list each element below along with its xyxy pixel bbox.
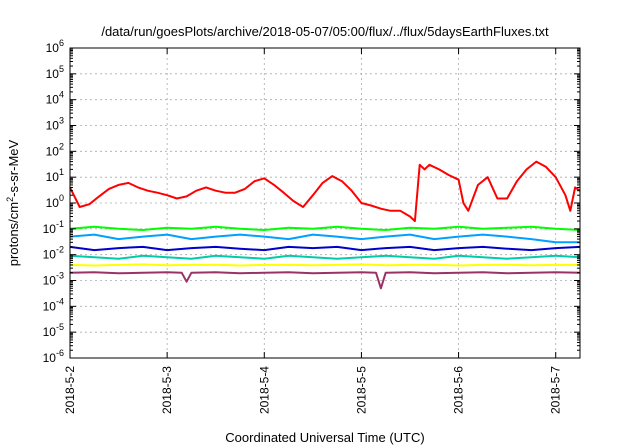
x-axis-ticks: 2018-5-2 2018-5-3 2018-5-4 2018-5-5 2018-5-6… <box>63 48 563 414</box>
y-tick-label: 10-4 <box>43 296 64 313</box>
y-tick-label: 10-3 <box>43 271 64 288</box>
y-tick-label-exp: 2 <box>59 141 64 151</box>
y-tick-label-exp: -1 <box>56 219 64 229</box>
series-line-6 <box>69 263 580 267</box>
series-line-7 <box>69 271 581 290</box>
y-tick-label-exp: 0 <box>59 193 64 203</box>
y-tick-label: 106 <box>46 38 64 55</box>
y-tick-label-exp: -4 <box>56 296 64 306</box>
y-axis-ticks: 10-610-510-410-310-210-11001011021031041… <box>43 38 580 365</box>
y-tick-label-base: 10 <box>46 196 60 210</box>
series-layer <box>69 160 581 290</box>
y-tick-label: 102 <box>46 141 64 158</box>
y-tick-label-base: 10 <box>46 170 60 184</box>
y-axis-label-prefix: protons/cm <box>6 202 21 266</box>
x-tick-label: 2018-5-7 <box>549 366 563 414</box>
y-tick-label-base: 10 <box>46 93 60 107</box>
y-tick-label-exp: 1 <box>59 167 64 177</box>
chart-title: /data/run/goesPlots/archive/2018-05-07/0… <box>101 24 549 39</box>
series-line-4 <box>69 245 581 252</box>
y-tick-label-base: 10 <box>43 274 57 288</box>
y-tick-label-exp: 3 <box>59 116 64 126</box>
y-tick-label-base: 10 <box>43 222 57 236</box>
series-line-3 <box>69 233 580 244</box>
x-tick-label: 2018-5-2 <box>63 366 77 414</box>
y-tick-label-base: 10 <box>43 351 57 365</box>
y-tick-label-exp: -5 <box>56 322 64 332</box>
y-tick-label-exp: -2 <box>56 245 64 255</box>
y-tick-label-base: 10 <box>46 144 60 158</box>
y-tick-label-exp: -3 <box>56 271 64 281</box>
y-tick-label-exp: -6 <box>56 348 64 358</box>
x-tick-label: 2018-5-5 <box>354 366 368 414</box>
y-tick-label-base: 10 <box>46 41 60 55</box>
x-tick-label: 2018-5-3 <box>160 366 174 414</box>
y-tick-label: 10-2 <box>43 245 64 262</box>
y-tick-label: 104 <box>46 90 64 107</box>
y-tick-label: 100 <box>46 193 64 210</box>
series-line-1 <box>69 160 581 223</box>
y-tick-label-base: 10 <box>46 119 60 133</box>
y-tick-label: 105 <box>46 64 64 81</box>
y-tick-label-base: 10 <box>43 248 57 262</box>
y-tick-label-exp: 4 <box>59 90 64 100</box>
grid-lines <box>70 48 580 358</box>
y-axis-label-suffix: -s-sr-MeV <box>6 139 21 196</box>
y-tick-label: 103 <box>46 116 64 133</box>
x-tick-label: 2018-5-6 <box>452 366 466 414</box>
y-tick-label-exp: 5 <box>59 64 64 74</box>
y-tick-label-exp: 6 <box>59 38 64 48</box>
series-line-5 <box>69 254 581 260</box>
y-tick-label: 10-1 <box>43 219 64 236</box>
x-axis-label: Coordinated Universal Time (UTC) <box>225 430 424 445</box>
x-tick-label: 2018-5-4 <box>257 366 271 414</box>
y-tick-label: 101 <box>46 167 64 184</box>
y-tick-label: 10-5 <box>43 322 64 339</box>
series-line-2 <box>69 225 581 231</box>
y-tick-label-base: 10 <box>43 299 57 313</box>
y-axis-label: protons/cm2-s-sr-MeV <box>5 139 21 266</box>
y-tick-label-base: 10 <box>46 67 60 81</box>
y-tick-label-base: 10 <box>43 325 57 339</box>
y-tick-label: 10-6 <box>43 348 64 365</box>
y-axis-label-sup: 2 <box>5 197 15 202</box>
